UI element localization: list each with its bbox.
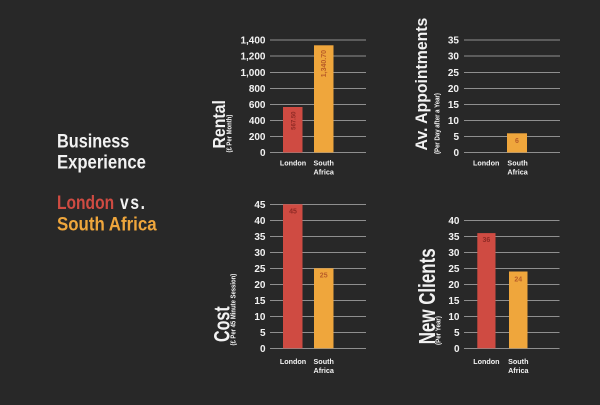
- svg-text:20: 20: [448, 84, 460, 95]
- svg-text:35: 35: [448, 36, 460, 47]
- svg-text:25: 25: [448, 264, 460, 275]
- svg-text:0: 0: [260, 344, 266, 355]
- svg-text:South Africa: South Africa: [57, 212, 157, 234]
- svg-text:London: London: [473, 158, 499, 167]
- svg-text:London: London: [473, 357, 499, 366]
- svg-text:10: 10: [448, 116, 460, 127]
- svg-text:Africa: Africa: [314, 168, 335, 177]
- svg-text:40: 40: [448, 216, 460, 227]
- svg-text:London: London: [280, 357, 306, 366]
- svg-text:600: 600: [249, 100, 266, 111]
- svg-text:5: 5: [453, 132, 459, 143]
- svg-text:(£ Per Month): (£ Per Month): [226, 115, 234, 153]
- svg-text:25: 25: [254, 264, 266, 275]
- svg-text:Experience: Experience: [57, 151, 146, 172]
- svg-text:0: 0: [260, 148, 266, 159]
- svg-text:Africa: Africa: [508, 366, 529, 375]
- svg-text:15: 15: [448, 296, 460, 307]
- svg-text:30: 30: [254, 248, 266, 259]
- svg-text:5: 5: [260, 328, 266, 339]
- svg-text:30: 30: [448, 248, 460, 259]
- svg-text:40: 40: [254, 216, 266, 227]
- svg-text:24: 24: [514, 277, 522, 284]
- svg-text:45: 45: [254, 200, 266, 211]
- svg-text:South: South: [314, 158, 334, 167]
- svg-text:35: 35: [448, 232, 460, 243]
- svg-text:South: South: [314, 357, 334, 366]
- svg-text:Cost: Cost: [211, 306, 235, 342]
- svg-text:Av. Appointments: Av. Appointments: [413, 18, 432, 151]
- svg-text:Rental: Rental: [209, 100, 229, 148]
- svg-text:London vs.: London vs.: [57, 191, 147, 213]
- svg-text:(Per Day after a Year): (Per Day after a Year): [434, 93, 442, 154]
- svg-text:10: 10: [448, 312, 460, 323]
- svg-text:400: 400: [249, 116, 266, 127]
- svg-text:15: 15: [448, 100, 460, 111]
- svg-text:35: 35: [254, 232, 266, 243]
- svg-text:1,000: 1,000: [240, 68, 265, 79]
- svg-text:0: 0: [454, 344, 460, 355]
- svg-text:567.50: 567.50: [292, 111, 298, 130]
- svg-text:25: 25: [320, 272, 328, 279]
- svg-text:45: 45: [289, 208, 297, 215]
- svg-text:Africa: Africa: [507, 168, 528, 177]
- svg-text:800: 800: [249, 84, 266, 95]
- svg-text:25: 25: [448, 68, 460, 79]
- svg-text:South: South: [508, 357, 528, 366]
- svg-text:Business: Business: [57, 130, 129, 152]
- svg-text:0: 0: [453, 148, 459, 159]
- svg-text:5: 5: [454, 328, 460, 339]
- svg-text:200: 200: [249, 132, 266, 143]
- svg-text:1,200: 1,200: [240, 52, 265, 63]
- svg-text:30: 30: [448, 52, 460, 63]
- svg-text:(Per Year): (Per Year): [435, 316, 443, 345]
- svg-text:London: London: [280, 158, 306, 167]
- svg-text:20: 20: [254, 280, 266, 291]
- svg-text:1,400: 1,400: [240, 36, 265, 47]
- svg-text:South: South: [507, 158, 527, 167]
- svg-text:20: 20: [448, 280, 460, 291]
- svg-text:15: 15: [254, 296, 266, 307]
- svg-text:(£ Per 45 Minute Session): (£ Per 45 Minute Session): [230, 274, 238, 346]
- svg-text:10: 10: [254, 312, 266, 323]
- svg-text:Africa: Africa: [314, 366, 335, 375]
- svg-text:36: 36: [483, 237, 491, 244]
- svg-text:New Clients: New Clients: [416, 248, 441, 344]
- svg-text:1,340.70: 1,340.70: [321, 50, 328, 77]
- svg-text:6: 6: [515, 138, 519, 145]
